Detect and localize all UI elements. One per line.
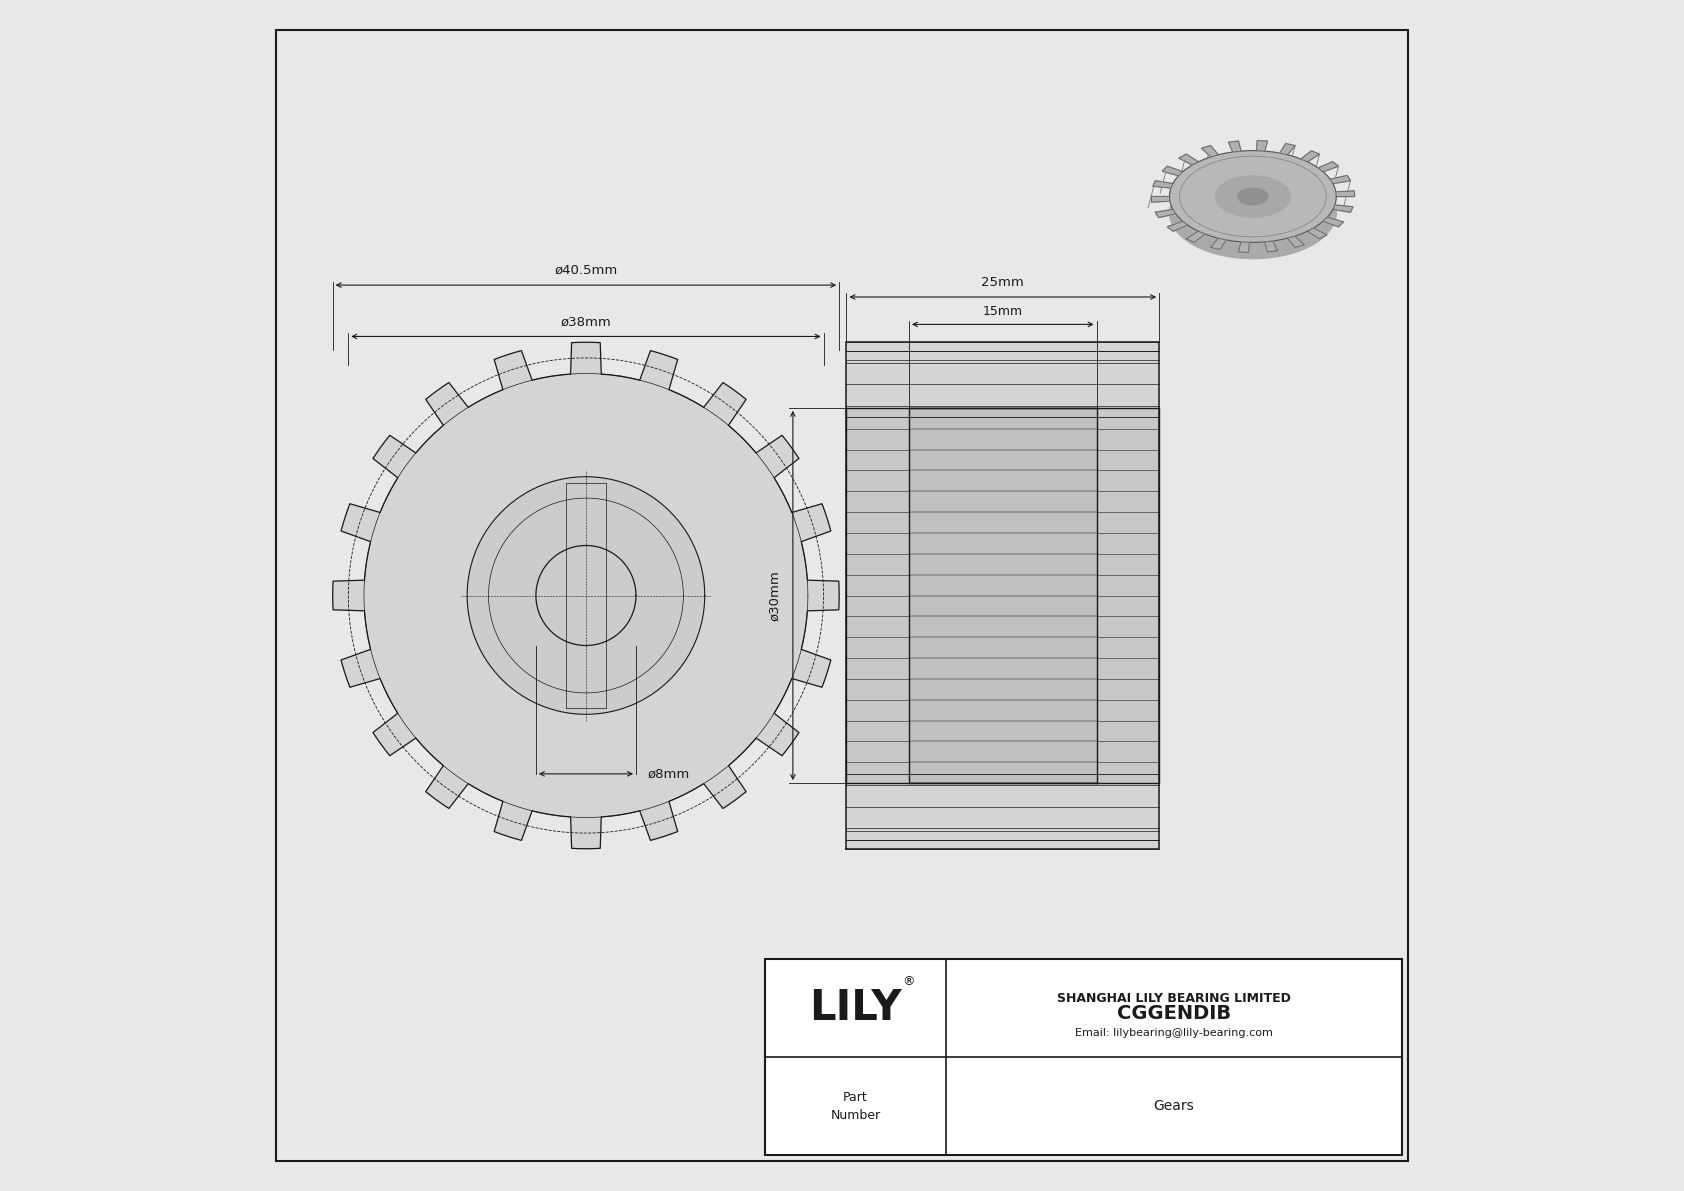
Polygon shape: [333, 342, 839, 849]
Polygon shape: [1228, 142, 1241, 152]
Ellipse shape: [1169, 150, 1337, 243]
Polygon shape: [1319, 162, 1339, 172]
Polygon shape: [1186, 231, 1204, 242]
Text: ®: ®: [903, 975, 914, 989]
Polygon shape: [1265, 241, 1278, 251]
Polygon shape: [1265, 241, 1278, 251]
Bar: [847, 342, 1159, 849]
Text: 25mm: 25mm: [982, 275, 1024, 288]
Text: SHANGHAI LILY BEARING LIMITED: SHANGHAI LILY BEARING LIMITED: [1058, 992, 1292, 1004]
Bar: [909, 407, 1096, 784]
Polygon shape: [1167, 222, 1187, 231]
Text: ø8mm: ø8mm: [648, 767, 690, 780]
Polygon shape: [1228, 142, 1241, 152]
Polygon shape: [1280, 144, 1295, 155]
Ellipse shape: [1169, 167, 1337, 258]
Polygon shape: [1154, 181, 1172, 188]
Polygon shape: [1155, 210, 1175, 218]
Polygon shape: [1256, 141, 1268, 151]
Text: ø40.5mm: ø40.5mm: [554, 263, 618, 276]
Polygon shape: [1186, 231, 1204, 242]
Text: ø30mm: ø30mm: [768, 570, 781, 621]
Text: 15mm: 15mm: [983, 305, 1022, 318]
Polygon shape: [1179, 155, 1199, 166]
Polygon shape: [1152, 197, 1170, 202]
Polygon shape: [1179, 155, 1199, 166]
Ellipse shape: [1238, 188, 1268, 205]
Polygon shape: [1324, 217, 1344, 226]
Polygon shape: [1162, 167, 1182, 176]
Polygon shape: [1324, 217, 1344, 226]
Text: LILY: LILY: [808, 987, 901, 1029]
Text: Email: lilybearing@lily-bearing.com: Email: lilybearing@lily-bearing.com: [1074, 1029, 1273, 1039]
Polygon shape: [1302, 151, 1320, 162]
Polygon shape: [466, 476, 704, 715]
Polygon shape: [1155, 210, 1175, 218]
Text: CGGENDIB: CGGENDIB: [1116, 1004, 1231, 1023]
Polygon shape: [1167, 222, 1187, 231]
Ellipse shape: [1216, 176, 1290, 217]
Polygon shape: [1202, 145, 1218, 157]
Polygon shape: [1211, 238, 1226, 249]
Polygon shape: [536, 545, 637, 646]
Text: Part
Number: Part Number: [830, 1091, 881, 1122]
Polygon shape: [1302, 151, 1320, 162]
Polygon shape: [1334, 205, 1352, 212]
Bar: [765, 959, 1401, 1155]
Bar: [765, 959, 1401, 1155]
Polygon shape: [1256, 141, 1268, 151]
Polygon shape: [1330, 175, 1351, 183]
Polygon shape: [1288, 236, 1303, 248]
Polygon shape: [1154, 181, 1172, 188]
Polygon shape: [1280, 144, 1295, 155]
Text: Gears: Gears: [1154, 1099, 1194, 1114]
Polygon shape: [1335, 191, 1354, 197]
Polygon shape: [1152, 197, 1170, 202]
Polygon shape: [1319, 162, 1339, 172]
Polygon shape: [1202, 145, 1218, 157]
Polygon shape: [1330, 175, 1351, 183]
Bar: [847, 407, 1159, 784]
Polygon shape: [1307, 227, 1327, 238]
Polygon shape: [1307, 227, 1327, 238]
Polygon shape: [1238, 242, 1250, 252]
Polygon shape: [1238, 242, 1250, 252]
Polygon shape: [1162, 167, 1182, 176]
Polygon shape: [1334, 205, 1352, 212]
Polygon shape: [1211, 238, 1226, 249]
Text: ø38mm: ø38mm: [561, 316, 611, 328]
Polygon shape: [1335, 191, 1354, 197]
Polygon shape: [1288, 236, 1303, 248]
